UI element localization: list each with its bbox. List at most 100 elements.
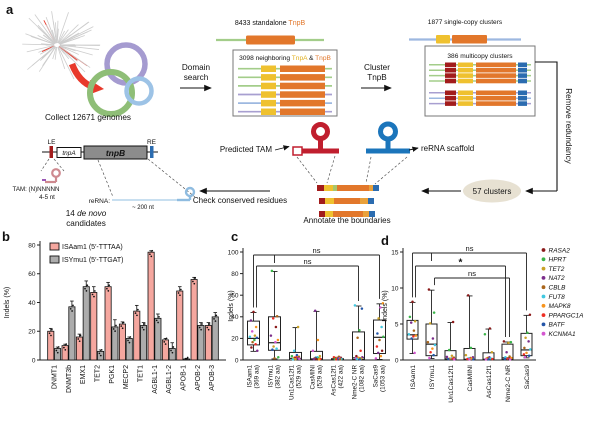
- data-point: [256, 349, 259, 353]
- replicate-dot: [137, 308, 139, 311]
- data-point: [376, 332, 379, 335]
- data-point: [432, 311, 436, 314]
- data-point: [355, 357, 359, 361]
- replicate-dot: [141, 326, 144, 329]
- replicate-dot: [78, 340, 81, 343]
- data-point: [409, 321, 413, 324]
- legend-label: ISYmu1 (5′-TTGAT): [62, 257, 123, 264]
- replicate-dot: [56, 351, 59, 354]
- x-tick-label: SaCas9: [524, 365, 531, 389]
- x-tick-label: (529 aa): [316, 365, 323, 388]
- data-point: [507, 341, 510, 345]
- data-point: [255, 336, 259, 340]
- replicate-dot: [50, 334, 52, 337]
- y-tick-label: 80: [28, 242, 36, 249]
- bar: [154, 317, 162, 361]
- replicate-dot: [186, 356, 189, 359]
- construct-segment: [369, 185, 373, 191]
- replicate-dot: [63, 346, 65, 349]
- tnpa-gene: [458, 95, 473, 101]
- data-point: [468, 358, 471, 361]
- le-seg: [445, 95, 456, 101]
- data-point: [407, 332, 411, 336]
- data-point: [358, 328, 361, 332]
- tree-branch: [57, 12, 69, 44]
- y-tick-label: 60: [28, 271, 36, 278]
- y-axis-title: Indels (%): [382, 290, 389, 322]
- data-point: [251, 340, 254, 344]
- neighboring-box: 3098 neighboring TnpA & TnpB: [232, 49, 338, 117]
- data-point: [490, 350, 494, 354]
- panel-a-label: a: [6, 2, 14, 17]
- tree-branch: [58, 24, 79, 44]
- single-copy-tnpb-gene: [452, 35, 487, 44]
- standalone-tnpb: TnpB: [288, 20, 305, 27]
- data-point: [254, 325, 258, 329]
- data-point: [413, 351, 416, 355]
- data-point: [447, 348, 451, 352]
- tree-branch: [57, 46, 75, 80]
- check-residues-label: Check conserved residues: [193, 196, 287, 205]
- legend-dot: [541, 331, 546, 336]
- data-point: [522, 353, 526, 356]
- data-point: [381, 301, 385, 305]
- tree-branch: [59, 45, 67, 50]
- replicate-dot: [215, 314, 218, 317]
- data-point: [359, 349, 362, 353]
- replicate-dot: [208, 323, 211, 325]
- multicopy-caption: 386 multicopy clusters: [447, 53, 513, 60]
- data-point: [248, 335, 252, 338]
- genome-circle-green: [87, 69, 135, 117]
- y-tick-label: 40: [231, 314, 239, 321]
- replicate-dot: [193, 282, 196, 285]
- legend-dot: [541, 248, 546, 252]
- re-element: [150, 146, 154, 158]
- data-point: [380, 325, 383, 329]
- data-point: [524, 336, 527, 340]
- tnpa-gene: [458, 73, 473, 78]
- replicate-dot: [85, 290, 88, 292]
- replicate-dot: [69, 307, 72, 310]
- candidates-line1: 14 de novo: [66, 209, 107, 218]
- legend-dot: [541, 266, 546, 271]
- data-point: [275, 314, 279, 318]
- tree-branch: [25, 33, 55, 45]
- tnpb-gene: [280, 65, 325, 72]
- data-point: [488, 327, 492, 330]
- tnpb-gene: [280, 91, 325, 98]
- panel-d-label: d: [381, 233, 389, 248]
- data-point: [276, 338, 280, 342]
- tree-branch: [58, 29, 69, 44]
- replicate-dot: [98, 352, 101, 355]
- tree-branch: [59, 31, 88, 45]
- x-tick-label: CasMINI: [309, 365, 316, 390]
- tree-branch: [51, 11, 58, 44]
- data-point: [414, 334, 418, 337]
- replicate-dot: [201, 323, 203, 325]
- tnpa-gene: [458, 78, 473, 84]
- x-tick-label: DNMT3b: [66, 365, 73, 393]
- legend-gene-label: FUT8: [549, 294, 566, 301]
- x-tick-label: Nme2-C NR: [351, 365, 358, 400]
- legend-swatch: [49, 242, 60, 251]
- replicate-dot: [79, 334, 82, 337]
- y-tick-label: 10: [391, 285, 399, 292]
- standalone-count: 8433 standalone: [235, 20, 289, 27]
- x-tick-label: PGK1: [109, 365, 116, 384]
- replicate-dot: [164, 343, 167, 345]
- x-tick-label: Un1Cas12f1: [288, 365, 295, 401]
- data-point: [526, 331, 529, 335]
- replicate-dot: [158, 315, 160, 318]
- legend-swatch: [49, 255, 60, 264]
- re-seg: [518, 90, 527, 96]
- re-seg: [518, 101, 527, 106]
- replicate-dot: [121, 327, 124, 330]
- data-point: [298, 357, 301, 361]
- data-point: [376, 351, 380, 355]
- x-tick-label: ISAam1: [410, 365, 417, 389]
- tree-branch: [44, 46, 56, 63]
- replicate-dot: [127, 339, 129, 342]
- x-tick-label: APOB-3: [209, 365, 216, 391]
- replicate-dot: [64, 348, 67, 351]
- data-point: [318, 354, 322, 358]
